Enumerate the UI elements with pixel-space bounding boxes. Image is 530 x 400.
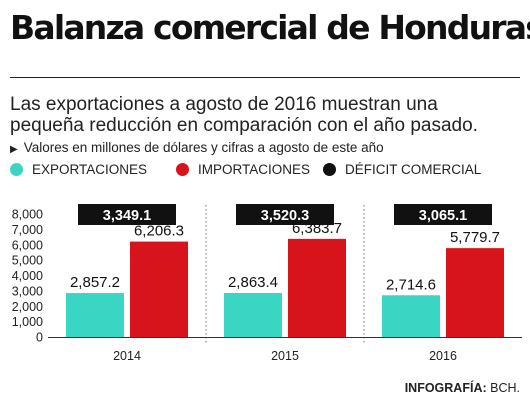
data-label-exportaciones: 2,857.2 — [70, 274, 120, 291]
source-label: INFOGRAFÍA: — [404, 381, 487, 395]
data-label-exportaciones: 2,863.4 — [228, 274, 278, 291]
legend-item-exportaciones: EXPORTACIONES — [10, 162, 147, 177]
units-note: ▶ Valores en millones de dólares y cifras… — [10, 140, 384, 155]
deficit-badge-label: 3,349.1 — [103, 208, 151, 224]
deficit-badge — [236, 204, 334, 225]
x-tick-label: 2015 — [271, 349, 299, 363]
legend-swatch-importaciones — [176, 163, 189, 176]
y-tick-label: 0 — [36, 331, 43, 345]
triangle-bullet-icon: ▶ — [10, 144, 18, 155]
legend-label-importaciones: IMPORTACIONES — [198, 162, 311, 177]
y-tick-label: 8,000 — [12, 208, 43, 222]
legend: EXPORTACIONES IMPORTACIONES DÉFICIT COME… — [10, 162, 525, 182]
deficit-badge-label: 3,520.3 — [261, 208, 309, 224]
bar-importaciones — [288, 238, 346, 337]
bar-importaciones — [446, 248, 504, 337]
legend-item-importaciones: IMPORTACIONES — [176, 162, 310, 177]
data-label-exportaciones: 2,714.6 — [386, 276, 436, 293]
y-tick-label: 1,000 — [12, 315, 43, 329]
legend-swatch-deficit — [323, 163, 336, 176]
x-tick-label: 2016 — [429, 349, 457, 363]
units-note-text: Valores en millones de dólares y cifras … — [23, 140, 384, 155]
source-credit: INFOGRAFÍA: BCH. — [405, 381, 520, 395]
legend-swatch-exportaciones — [10, 163, 23, 176]
deficit-badge — [394, 204, 492, 225]
data-label-importaciones: 6,206.3 — [134, 223, 184, 240]
y-tick-label: 3,000 — [12, 284, 43, 298]
bar-exportaciones — [224, 292, 282, 337]
data-label-importaciones: 5,779.7 — [450, 229, 500, 246]
chart-title: Balanza comercial de Honduras — [10, 8, 530, 47]
legend-label-exportaciones: EXPORTACIONES — [32, 162, 148, 177]
y-tick-label: 2,000 — [12, 300, 43, 314]
y-tick-label: 6,000 — [12, 238, 43, 252]
source-value: BCH. — [490, 381, 520, 395]
bar-importaciones — [130, 241, 188, 337]
deficit-badge-label: 3,065.1 — [419, 208, 467, 224]
deficit-badge — [78, 204, 176, 225]
chart-subtitle: Las exportaciones a agosto de 2016 muest… — [10, 94, 478, 136]
x-tick-label: 2014 — [113, 349, 141, 363]
bar-exportaciones — [382, 295, 440, 337]
y-tick-label: 4,000 — [12, 269, 43, 283]
y-tick-label: 7,000 — [12, 223, 43, 237]
legend-item-deficit: DÉFICIT COMERCIAL — [323, 162, 481, 177]
y-tick-label: 5,000 — [12, 254, 43, 268]
bar-exportaciones — [66, 293, 124, 337]
title-divider — [10, 77, 520, 78]
legend-label-deficit: DÉFICIT COMERCIAL — [345, 162, 482, 177]
